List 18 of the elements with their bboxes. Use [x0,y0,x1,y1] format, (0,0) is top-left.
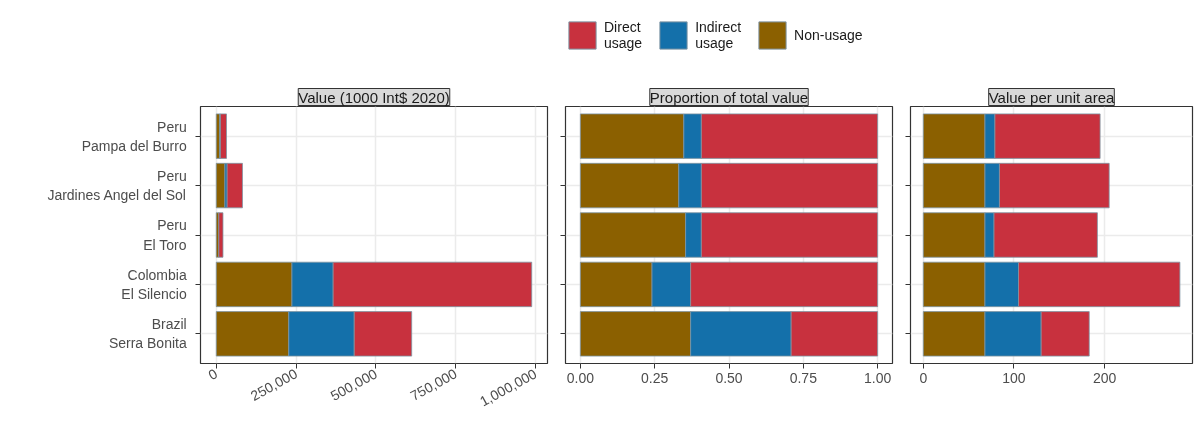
x-tick-label: 0.25 [641,369,669,386]
legend-label: Non-usage [794,26,863,45]
x-tick-label: 0.00 [566,369,595,386]
chart-title: Proportion of total value [649,88,809,106]
y-tick-label: Peru Pampa del Burro [81,118,187,154]
x-tick-label: 200 [1092,369,1117,386]
y-tick-label: Peru Jardines Angel del Sol [47,167,187,204]
x-tick-label: 0 [919,369,928,386]
x-tick-label: 0.75 [789,369,818,386]
y-tick-label: Colombia El Silencio [121,266,187,303]
x-tick-label: 0 [205,365,221,384]
x-tick-label: 0.50 [715,369,743,386]
x-tick-label: 1.00 [864,369,892,386]
legend-label: Direct usage [604,18,643,52]
y-tick-label: Brazil Serra Bonita [108,316,187,352]
y-tick-label: Peru El Toro [143,217,187,253]
x-tick-label: 100 [1002,369,1026,386]
legend-label: Indirect usage [695,18,742,52]
